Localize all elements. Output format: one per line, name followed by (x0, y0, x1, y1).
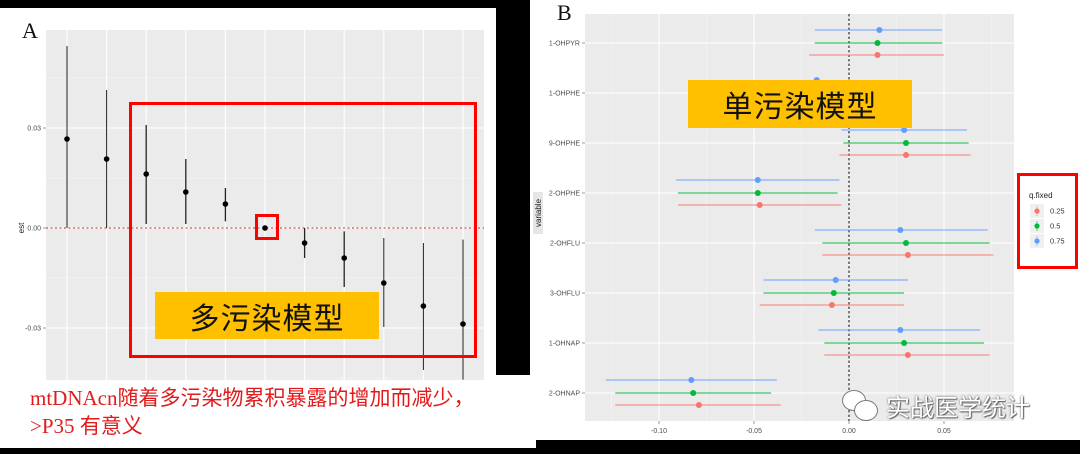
data-point (830, 290, 837, 296)
highlight-box-multi-pollutant (129, 102, 477, 358)
data-point (903, 240, 909, 246)
y-tick-label: -0.03 (25, 326, 41, 333)
data-point (143, 171, 149, 177)
data-point (904, 252, 911, 258)
legend-label: 0.25 (1050, 207, 1065, 216)
y-axis-label: variable (534, 198, 543, 227)
data-point (897, 227, 904, 233)
legend-swatch (1034, 208, 1040, 214)
data-point (690, 390, 697, 396)
data-point (754, 190, 761, 196)
highlight-box-legend (1017, 173, 1078, 269)
label-box-multi-pollutant: 多污染模型 (155, 292, 379, 339)
y-tick-label: 0.03 (27, 126, 41, 133)
data-point (874, 40, 881, 46)
data-point (103, 156, 110, 162)
data-point (901, 340, 908, 346)
data-point (262, 225, 268, 231)
x-tick-label: -0.05 (746, 428, 762, 435)
x-tick-label: 0.00 (842, 428, 856, 435)
watermark: 实战医学统计 (842, 388, 1030, 423)
label-box-single-pollutant: 单污染模型 (688, 80, 912, 128)
wechat-icon (842, 389, 878, 422)
data-point (903, 140, 909, 146)
data-point (756, 202, 763, 208)
legend-label: 0.5 (1050, 222, 1060, 231)
data-point (828, 302, 835, 308)
data-point (64, 136, 70, 142)
data-point (183, 189, 189, 195)
data-point (904, 352, 911, 358)
panel-a-extension (496, 375, 536, 448)
legend-title: q.fixed (1029, 191, 1053, 200)
highlight-box-zero-point (255, 214, 279, 240)
y-axis-label: est (17, 222, 26, 233)
data-point (222, 201, 229, 207)
plot-area-b (585, 14, 1014, 421)
panel-letter-a: A (22, 18, 38, 43)
data-point (876, 27, 883, 33)
legend-swatch (1034, 223, 1040, 229)
y-category-label: 3-OHFLU (550, 291, 580, 298)
data-point (754, 177, 761, 183)
data-point (460, 321, 466, 327)
watermark-text: 实战医学统计 (886, 394, 1030, 422)
data-point (341, 255, 348, 261)
data-point (897, 327, 904, 333)
data-point (688, 377, 695, 383)
data-point (874, 52, 881, 58)
conclusion-note: mtDNAcn随着多污染物累积暴露的增加而减少， >P35 有意义 (30, 384, 475, 440)
data-point (903, 152, 909, 158)
legend-swatch (1034, 238, 1040, 244)
y-category-label: 2-OHNAP (549, 391, 580, 398)
data-point (301, 240, 308, 246)
y-category-label: 1-OHPYR (549, 41, 580, 48)
data-point (695, 402, 702, 408)
legend-label: 0.75 (1050, 237, 1065, 246)
y-category-label: 1-OHNAP (549, 341, 580, 348)
data-point (901, 127, 908, 133)
x-tick-label: -0.10 (651, 428, 667, 435)
y-tick-label: 0.00 (27, 226, 41, 233)
note-line-2: >P35 有意义 (30, 414, 143, 438)
note-line-1: mtDNAcn随着多污染物累积暴露的增加而减少， (30, 386, 475, 410)
data-point (420, 303, 427, 309)
y-category-label: 2-OHPHE (549, 191, 580, 198)
panel-letter-b: B (557, 0, 572, 25)
y-category-label: 2-OHFLU (550, 241, 580, 248)
x-tick-label: 0.05 (937, 428, 951, 435)
y-category-label: 9-OHPHE (549, 141, 580, 148)
data-point (381, 280, 387, 286)
y-category-label: 1-OHPHE (549, 91, 580, 98)
data-point (832, 277, 839, 283)
